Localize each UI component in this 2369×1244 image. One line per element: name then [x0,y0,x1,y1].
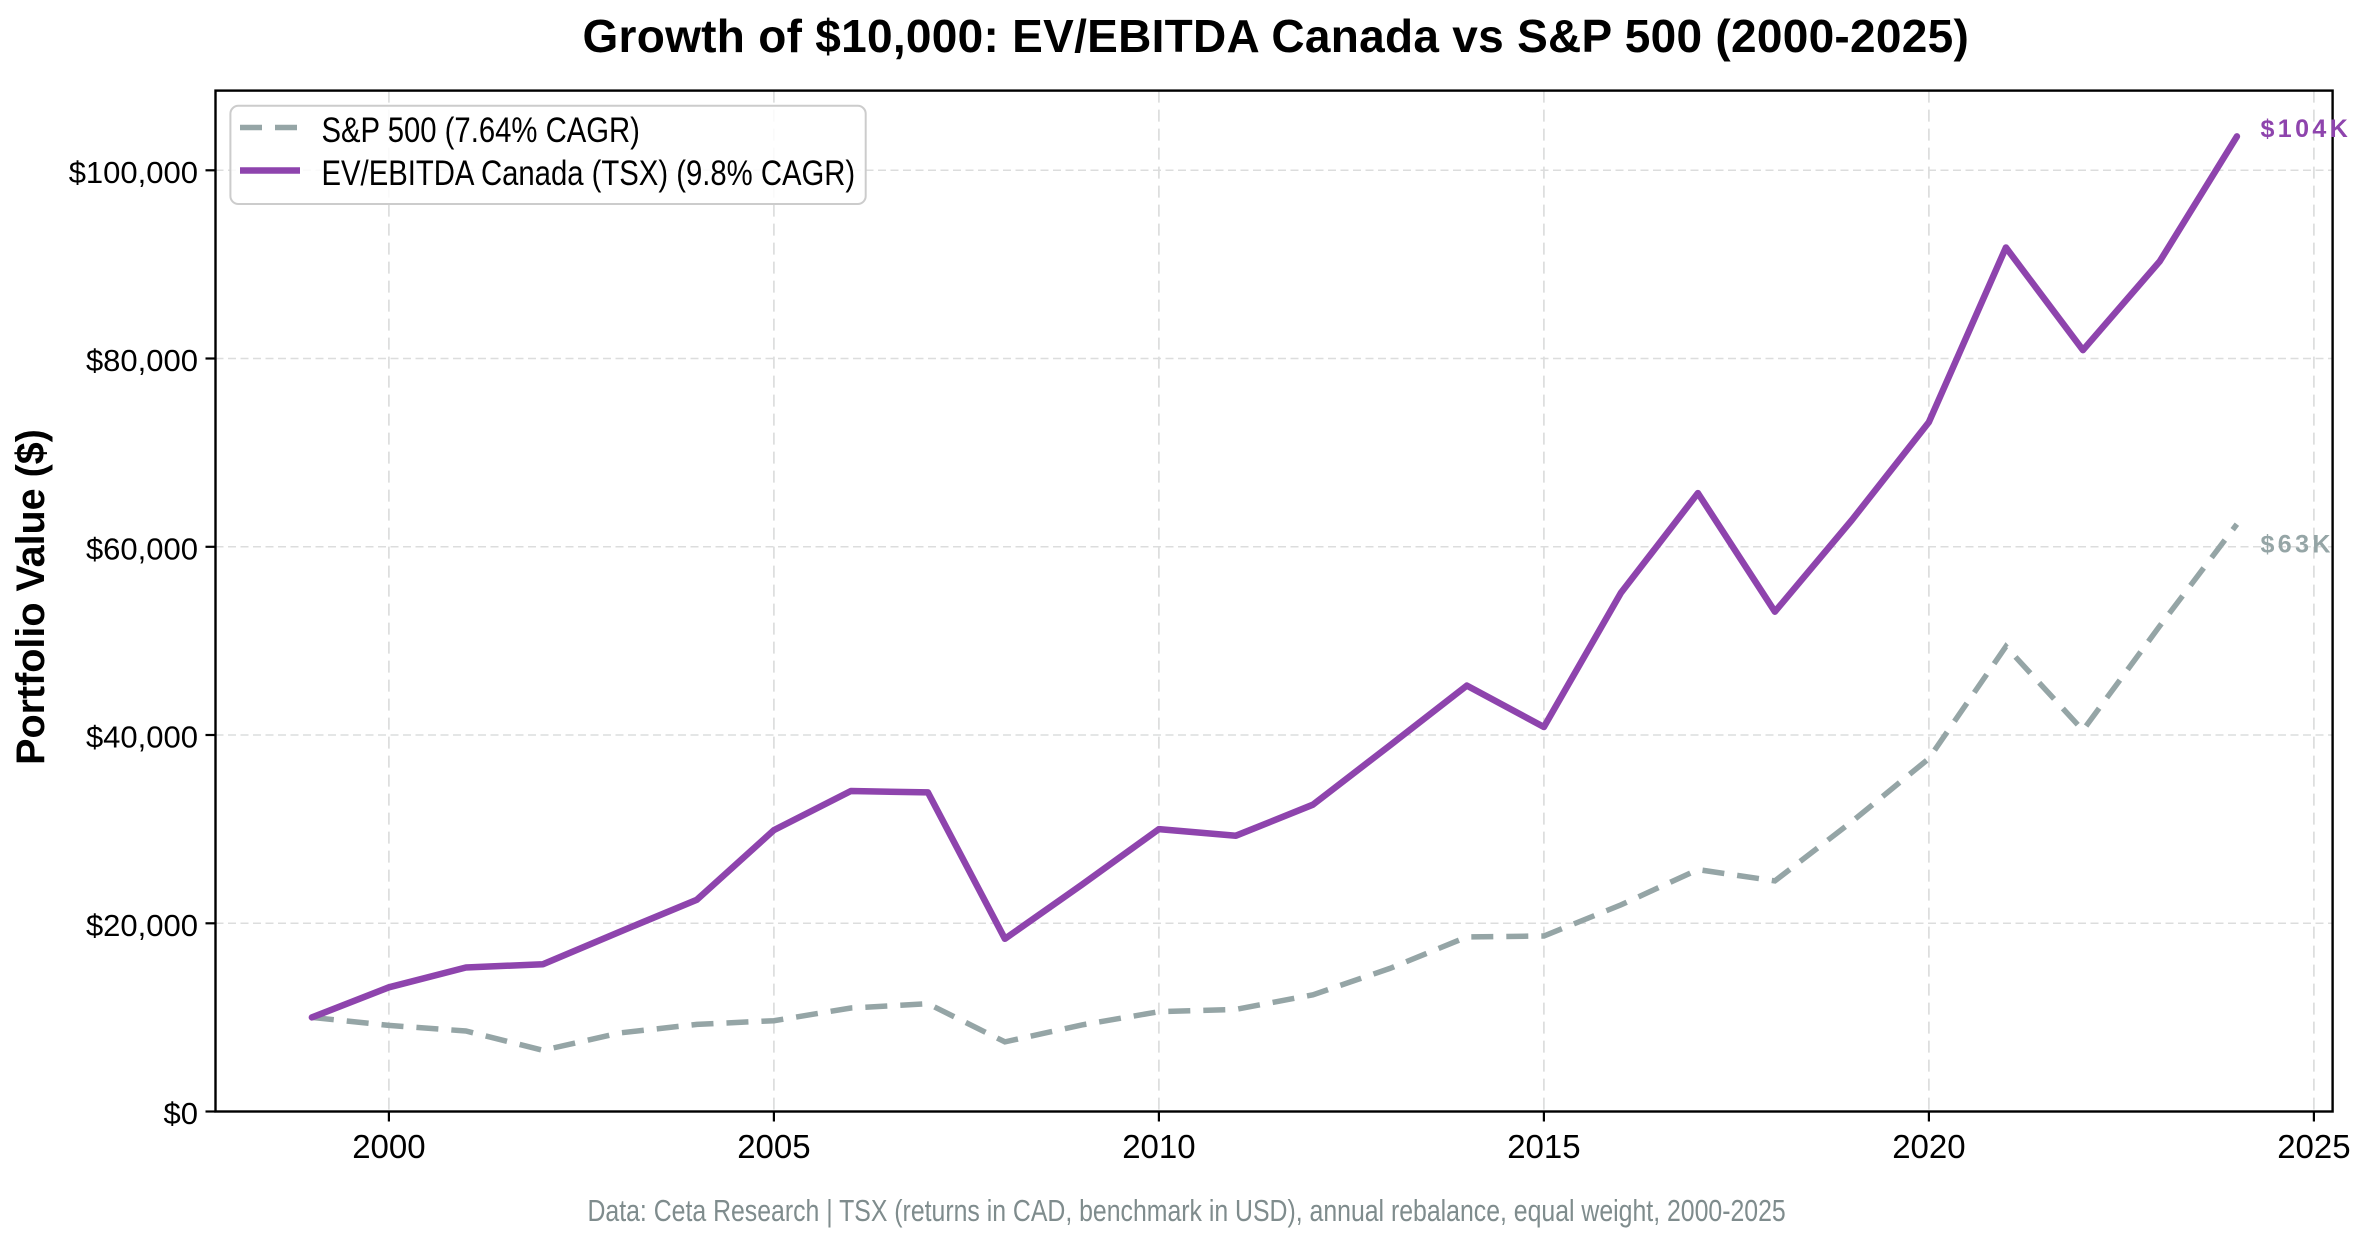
svg-text:$104K: $104K [2261,115,2352,143]
svg-text:$0: $0 [164,1096,198,1131]
svg-text:2025: 2025 [2277,1128,2350,1165]
svg-text:$60,000: $60,000 [86,531,198,566]
svg-text:2020: 2020 [1892,1128,1965,1165]
svg-text:2010: 2010 [1122,1128,1195,1165]
svg-text:2000: 2000 [352,1128,425,1165]
svg-text:$40,000: $40,000 [86,720,198,755]
svg-text:$63K: $63K [2261,530,2334,558]
svg-text:Growth of $10,000: EV/EBITDA C: Growth of $10,000: EV/EBITDA Canada vs S… [583,10,1970,62]
svg-text:2005: 2005 [737,1128,810,1165]
svg-text:S&P 500 (7.64% CAGR): S&P 500 (7.64% CAGR) [322,111,640,150]
svg-text:2015: 2015 [1507,1128,1580,1165]
svg-text:EV/EBITDA Canada (TSX) (9.8% C: EV/EBITDA Canada (TSX) (9.8% CAGR) [322,153,856,192]
svg-text:$100,000: $100,000 [69,155,198,190]
svg-text:Data: Ceta Research | TSX (ret: Data: Ceta Research | TSX (returns in CA… [588,1193,1786,1227]
svg-text:$80,000: $80,000 [86,343,198,378]
svg-text:$20,000: $20,000 [86,908,198,943]
svg-text:Portfolio Value ($): Portfolio Value ($) [9,429,53,765]
